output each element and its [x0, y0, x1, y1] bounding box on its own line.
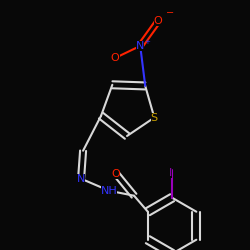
Text: I: I: [168, 168, 172, 178]
Text: −: −: [166, 8, 174, 18]
Text: N: N: [136, 41, 144, 51]
Text: +: +: [144, 39, 150, 45]
Text: NH: NH: [101, 186, 117, 196]
Text: O: O: [154, 16, 162, 26]
Text: O: O: [111, 53, 120, 63]
Text: O: O: [112, 169, 120, 179]
Text: N: N: [77, 174, 85, 184]
Text: S: S: [151, 112, 158, 122]
